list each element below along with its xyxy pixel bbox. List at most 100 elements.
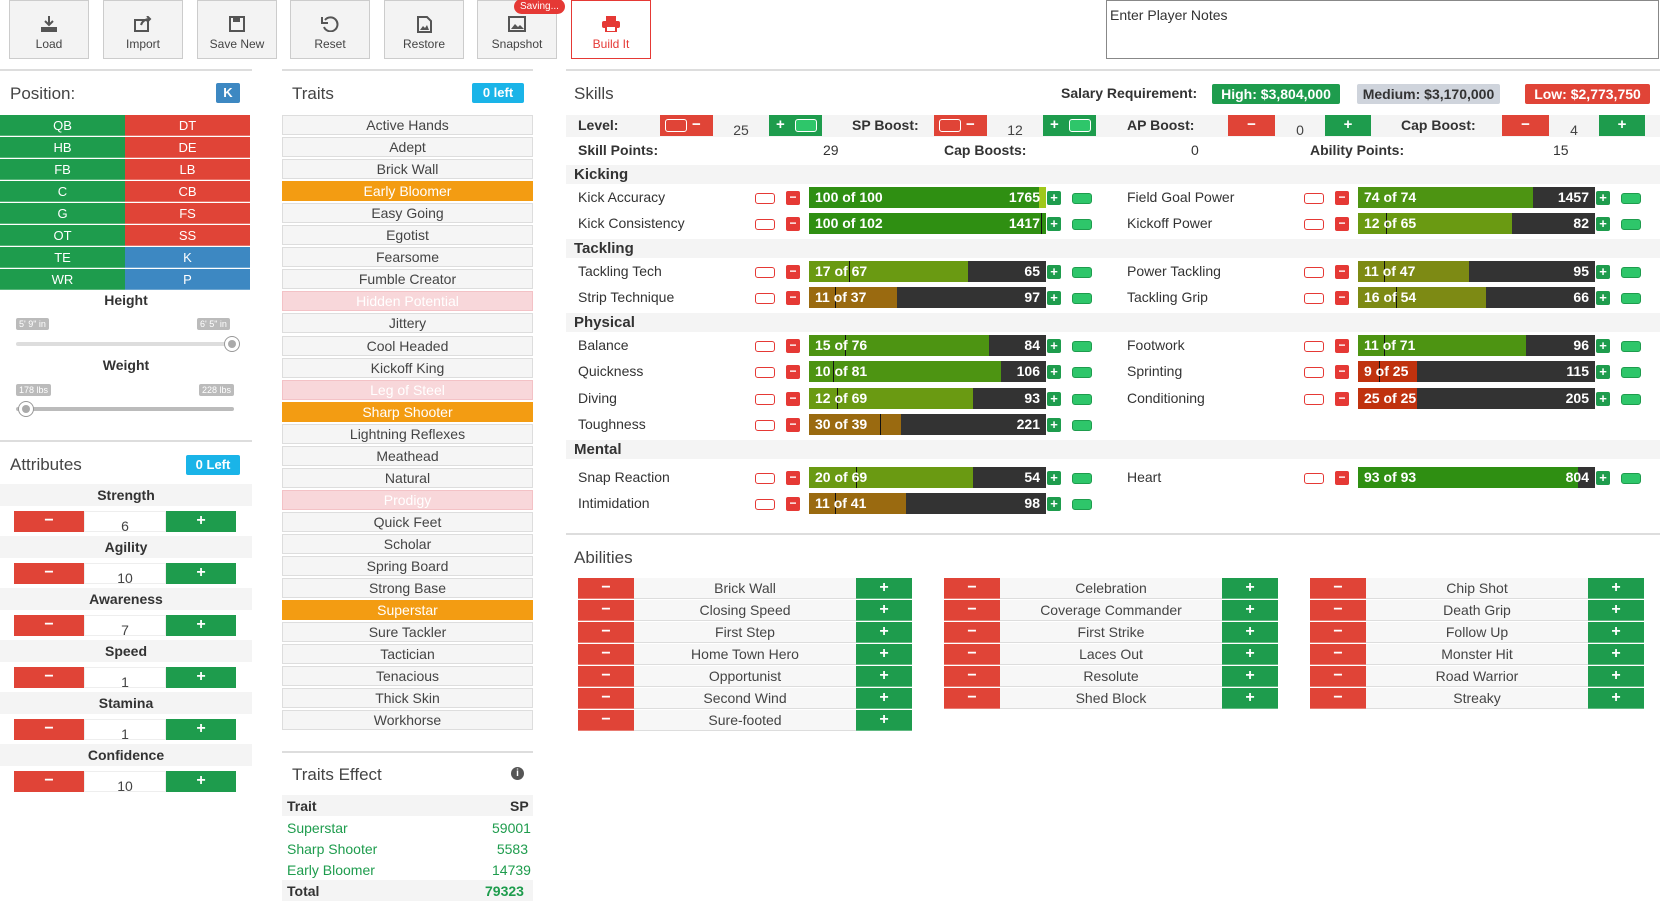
ability-add-button[interactable]: + [856, 578, 912, 599]
battery-full-icon[interactable] [1072, 367, 1092, 378]
weight-slider-track[interactable] [16, 407, 234, 411]
height-slider-handle[interactable] [224, 336, 240, 352]
battery-empty-icon[interactable] [1304, 341, 1324, 352]
attribute-awareness-increase-button[interactable]: + [166, 615, 236, 636]
battery-full-icon[interactable] [1621, 219, 1641, 230]
battery-empty-icon[interactable] [755, 219, 775, 230]
battery-empty-icon[interactable] [755, 341, 775, 352]
skill-quickness-decrease-button[interactable]: − [786, 365, 800, 379]
battery-empty-icon[interactable] [1304, 267, 1324, 278]
skill-quickness-increase-button[interactable]: + [1047, 365, 1061, 379]
trait-item[interactable]: Early Bloomer [282, 181, 533, 202]
battery-full-icon[interactable] [1072, 499, 1092, 510]
battery-empty-icon[interactable] [755, 193, 775, 204]
ability-remove-button[interactable]: − [1310, 622, 1366, 643]
ability-add-button[interactable]: + [1588, 578, 1644, 599]
skill-balance-increase-button[interactable]: + [1047, 339, 1061, 353]
skill-power-tackling-decrease-button[interactable]: − [1335, 265, 1349, 279]
battery-empty-icon[interactable] [1304, 293, 1324, 304]
battery-full-icon[interactable] [1621, 293, 1641, 304]
trait-item[interactable]: Sharp Shooter [282, 401, 533, 422]
ability-add-button[interactable]: + [1222, 666, 1278, 687]
ability-remove-button[interactable]: − [944, 644, 1000, 665]
ability-add-button[interactable]: + [856, 666, 912, 687]
battery-full-icon[interactable] [1072, 420, 1092, 431]
battery-empty-icon[interactable] [1304, 367, 1324, 378]
skill-kick-consistency-decrease-button[interactable]: − [786, 217, 800, 231]
battery-full-icon[interactable] [1072, 473, 1092, 484]
skill-conditioning-increase-button[interactable]: + [1596, 392, 1610, 406]
trait-item[interactable]: Meathead [282, 445, 533, 466]
position-k[interactable]: K [125, 247, 250, 268]
skill-field-goal-power-increase-button[interactable]: + [1596, 191, 1610, 205]
skill-tackling-tech-decrease-button[interactable]: − [786, 265, 800, 279]
ability-remove-button[interactable]: − [578, 688, 634, 709]
battery-empty-icon[interactable] [755, 394, 775, 405]
trait-item[interactable]: Egotist [282, 225, 533, 246]
trait-item[interactable]: Tenacious [282, 666, 533, 687]
position-fs[interactable]: FS [125, 203, 250, 224]
position-de[interactable]: DE [125, 137, 250, 158]
trait-item[interactable]: Jittery [282, 313, 533, 334]
attribute-awareness-decrease-button[interactable]: − [14, 615, 84, 636]
position-g[interactable]: G [0, 203, 125, 224]
position-wr[interactable]: WR [0, 269, 125, 290]
skill-kickoff-power-decrease-button[interactable]: − [1335, 217, 1349, 231]
ability-remove-button[interactable]: − [1310, 666, 1366, 687]
ability-remove-button[interactable]: − [944, 600, 1000, 621]
info-icon[interactable]: i [511, 767, 524, 780]
skill-field-goal-power-decrease-button[interactable]: − [1335, 191, 1349, 205]
skill-sprinting-decrease-button[interactable]: − [1335, 365, 1349, 379]
battery-empty-icon[interactable] [1304, 193, 1324, 204]
skill-heart-increase-button[interactable]: + [1596, 471, 1610, 485]
position-ss[interactable]: SS [125, 225, 250, 246]
level-increase-button[interactable]: + [769, 115, 822, 136]
ability-add-button[interactable]: + [856, 600, 912, 621]
sp-boost-increase-button[interactable]: + [1043, 115, 1096, 136]
ap-boost-increase-button[interactable]: + [1325, 115, 1371, 136]
level-decrease-button[interactable]: − [660, 115, 713, 136]
trait-item[interactable]: Natural [282, 467, 533, 488]
skill-strip-technique-decrease-button[interactable]: − [786, 291, 800, 305]
skill-snap-reaction-increase-button[interactable]: + [1047, 471, 1061, 485]
ability-remove-button[interactable]: − [1310, 578, 1366, 599]
ability-add-button[interactable]: + [1588, 666, 1644, 687]
attribute-agility-increase-button[interactable]: + [166, 563, 236, 584]
ability-remove-button[interactable]: − [944, 622, 1000, 643]
skill-snap-reaction-decrease-button[interactable]: − [786, 471, 800, 485]
attribute-stamina-decrease-button[interactable]: − [14, 719, 84, 740]
battery-full-icon[interactable] [1072, 267, 1092, 278]
position-qb[interactable]: QB [0, 115, 125, 136]
ability-remove-button[interactable]: − [578, 644, 634, 665]
position-p[interactable]: P [125, 269, 250, 290]
ability-add-button[interactable]: + [1222, 578, 1278, 599]
battery-full-icon[interactable] [1621, 367, 1641, 378]
trait-item[interactable]: Tactician [282, 644, 533, 665]
skill-intimidation-increase-button[interactable]: + [1047, 497, 1061, 511]
skill-tackling-grip-decrease-button[interactable]: − [1335, 291, 1349, 305]
attribute-confidence-increase-button[interactable]: + [166, 771, 236, 792]
battery-empty-icon[interactable] [755, 293, 775, 304]
battery-full-icon[interactable] [1621, 473, 1641, 484]
trait-item[interactable]: Superstar [282, 600, 533, 621]
ability-remove-button[interactable]: − [1310, 688, 1366, 709]
position-ot[interactable]: OT [0, 225, 125, 246]
sp-boost-decrease-button[interactable]: − [934, 115, 987, 136]
skill-heart-decrease-button[interactable]: − [1335, 471, 1349, 485]
ability-add-button[interactable]: + [1588, 622, 1644, 643]
skill-diving-increase-button[interactable]: + [1047, 392, 1061, 406]
ability-add-button[interactable]: + [1222, 600, 1278, 621]
battery-empty-icon[interactable] [755, 367, 775, 378]
reset-button[interactable]: Reset [290, 0, 370, 59]
skill-footwork-decrease-button[interactable]: − [1335, 339, 1349, 353]
battery-empty-icon[interactable] [755, 473, 775, 484]
attribute-strength-increase-button[interactable]: + [166, 511, 236, 532]
position-dt[interactable]: DT [125, 115, 250, 136]
ability-add-button[interactable]: + [1222, 622, 1278, 643]
skill-intimidation-decrease-button[interactable]: − [786, 497, 800, 511]
trait-item[interactable]: Adept [282, 137, 533, 158]
trait-item[interactable]: Fumble Creator [282, 269, 533, 290]
ability-remove-button[interactable]: − [578, 666, 634, 687]
position-c[interactable]: C [0, 181, 125, 202]
battery-full-icon[interactable] [1072, 193, 1092, 204]
